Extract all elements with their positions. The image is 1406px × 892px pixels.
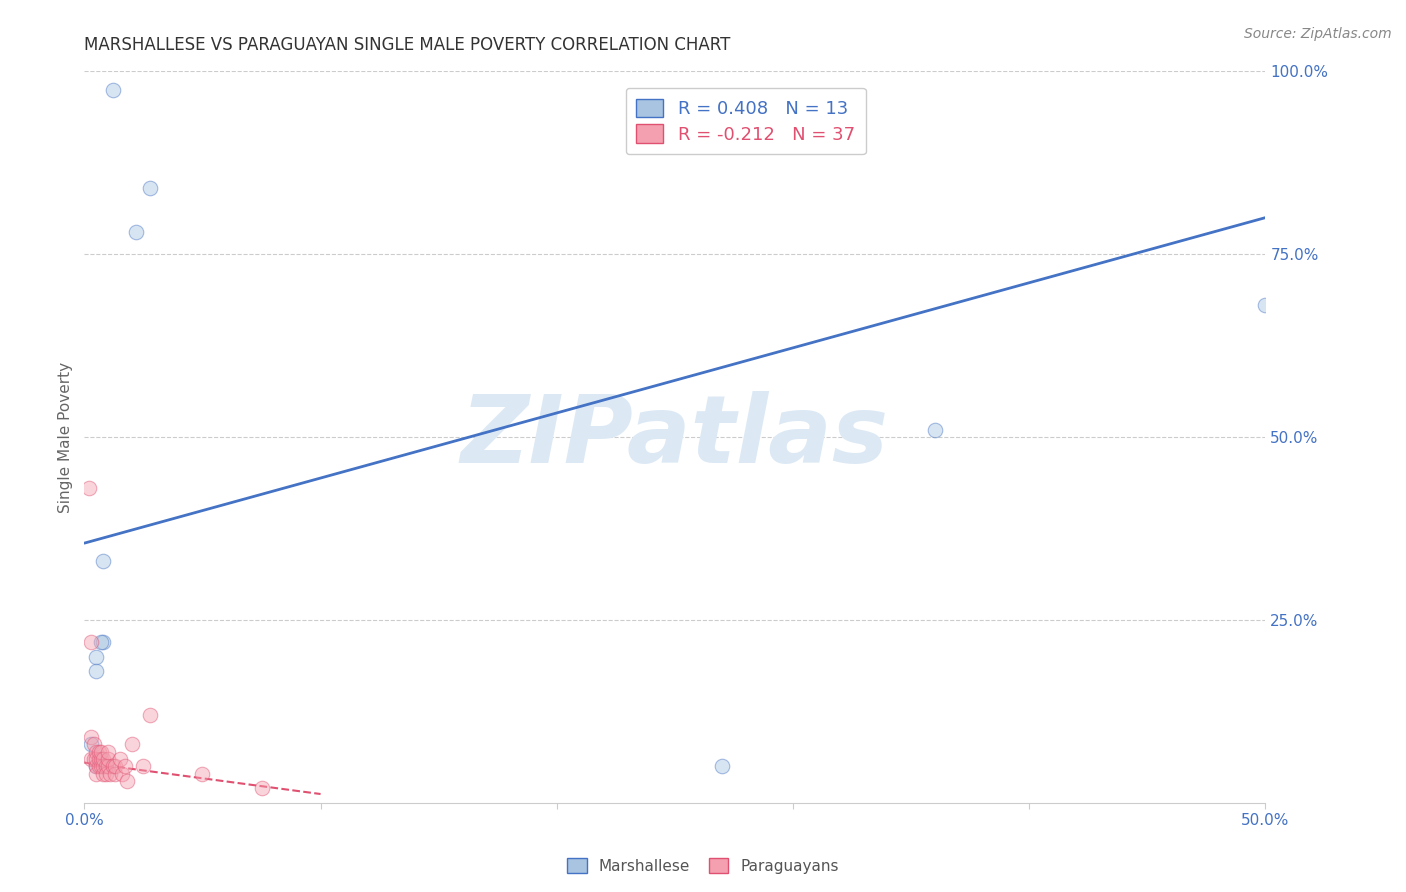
Y-axis label: Single Male Poverty: Single Male Poverty xyxy=(58,361,73,513)
Point xyxy=(104,766,127,780)
Point xyxy=(87,752,110,766)
Point xyxy=(90,752,112,766)
Point xyxy=(87,759,110,773)
Point xyxy=(80,752,103,766)
Point xyxy=(94,766,117,780)
Point xyxy=(80,635,103,649)
Point xyxy=(1254,298,1277,312)
Point xyxy=(101,759,124,773)
Point xyxy=(91,752,114,766)
Point xyxy=(114,759,136,773)
Point xyxy=(91,759,114,773)
Point xyxy=(711,759,734,773)
Point xyxy=(80,730,103,744)
Point xyxy=(924,423,946,437)
Point xyxy=(121,737,143,751)
Point xyxy=(84,664,107,678)
Point xyxy=(84,745,107,759)
Point xyxy=(91,635,114,649)
Point xyxy=(139,181,162,195)
Point xyxy=(91,554,114,568)
Legend: Marshallese, Paraguayans: Marshallese, Paraguayans xyxy=(561,852,845,880)
Point xyxy=(87,745,110,759)
Point xyxy=(250,781,273,796)
Point xyxy=(83,737,105,751)
Point xyxy=(101,83,124,97)
Point xyxy=(111,766,134,780)
Text: Source: ZipAtlas.com: Source: ZipAtlas.com xyxy=(1244,27,1392,41)
Point xyxy=(80,737,103,751)
Point xyxy=(132,759,155,773)
Point xyxy=(84,759,107,773)
Point xyxy=(94,759,117,773)
Point xyxy=(83,752,105,766)
Point xyxy=(104,759,127,773)
Point xyxy=(139,708,162,723)
Text: ZIPatlas: ZIPatlas xyxy=(461,391,889,483)
Text: MARSHALLESE VS PARAGUAYAN SINGLE MALE POVERTY CORRELATION CHART: MARSHALLESE VS PARAGUAYAN SINGLE MALE PO… xyxy=(84,36,731,54)
Point xyxy=(77,481,100,495)
Point xyxy=(125,225,148,239)
Point xyxy=(115,773,138,788)
Point xyxy=(97,752,120,766)
Point xyxy=(91,766,114,780)
Point xyxy=(97,759,120,773)
Point xyxy=(191,766,214,780)
Point xyxy=(84,752,107,766)
Point xyxy=(90,635,112,649)
Point xyxy=(84,759,107,773)
Point xyxy=(84,766,107,780)
Point xyxy=(97,745,120,759)
Point xyxy=(98,766,121,780)
Point xyxy=(108,752,131,766)
Point xyxy=(84,649,107,664)
Point xyxy=(90,759,112,773)
Point xyxy=(90,745,112,759)
Legend: R = 0.408   N = 13, R = -0.212   N = 37: R = 0.408 N = 13, R = -0.212 N = 37 xyxy=(626,87,866,154)
